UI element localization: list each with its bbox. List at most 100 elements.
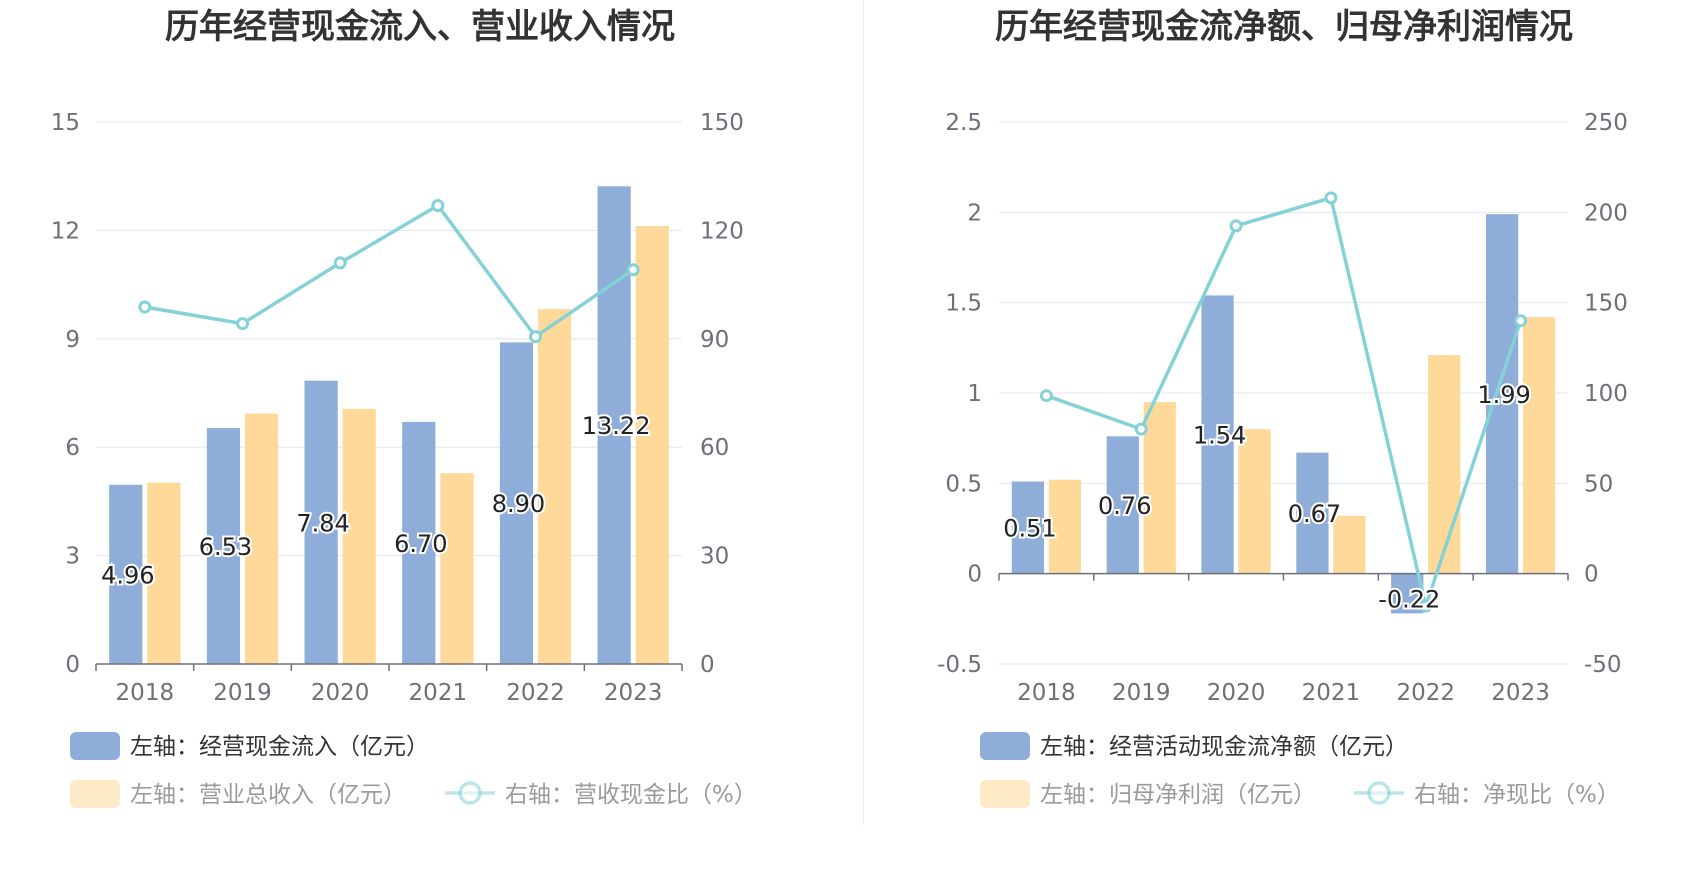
data-label: 6.70 [394, 530, 447, 558]
y-right-tick-label: 0 [700, 652, 715, 678]
data-label: 13.22 [582, 412, 651, 440]
x-tick-label: 2020 [311, 680, 370, 706]
y-right-tick-label: 0 [1584, 562, 1599, 588]
line-point [1419, 599, 1433, 613]
legend-swatch[interactable] [980, 732, 1030, 760]
bar-secondary [1238, 429, 1271, 574]
y-right-tick-label: 50 [1584, 471, 1613, 497]
line-series [1045, 195, 1523, 613]
y-right-tick-label: 90 [700, 327, 729, 353]
bar-secondary [1143, 402, 1176, 574]
bar-secondary [342, 408, 376, 664]
y-right-tick-label: 100 [1584, 381, 1628, 407]
bar-primary [402, 421, 436, 664]
data-label: 7.84 [296, 509, 349, 537]
chart-title: 历年经营现金流净额、归母净利润情况 [995, 7, 1573, 47]
x-tick-label: 2023 [604, 680, 663, 706]
bar-secondary [1048, 479, 1082, 574]
x-tick-label: 2020 [1207, 680, 1266, 706]
chart-right: 历年经营现金流净额、归母净利润情况-0.500.511.522.5-500501… [937, 7, 1628, 808]
bar-primary [597, 186, 631, 665]
legend-swatch[interactable] [70, 780, 120, 808]
y-left-tick-label: 2.5 [945, 110, 982, 136]
y-right-tick-label: 250 [1584, 110, 1628, 136]
bar-secondary [1522, 317, 1556, 574]
y-left-tick-label: 3 [65, 544, 80, 570]
chart-left: 历年经营现金流入、营业收入情况0369121503060901201502018… [51, 7, 757, 808]
bar-primary [1106, 436, 1139, 574]
bar-primary [304, 380, 338, 664]
y-right-tick-label: -50 [1584, 652, 1622, 678]
line-point [1324, 191, 1338, 205]
x-tick-label: 2023 [1491, 680, 1550, 706]
legend-item-label: 左轴：营业总收入（亿元） [130, 782, 406, 808]
line-point [138, 300, 152, 314]
data-label: 0.76 [1098, 492, 1151, 520]
y-left-tick-label: 0.5 [945, 471, 982, 497]
data-label: 4.96 [101, 561, 154, 589]
bar-secondary [635, 226, 669, 664]
bar-secondary [147, 482, 181, 664]
chart-title: 历年经营现金流入、营业收入情况 [165, 7, 675, 47]
line-point [626, 263, 640, 277]
data-label: 8.90 [492, 490, 545, 518]
y-left-tick-label: 2 [967, 200, 982, 226]
y-left-tick-label: 6 [65, 435, 80, 461]
bar-primary [206, 428, 241, 664]
line-point [529, 330, 542, 344]
data-label: 0.67 [1288, 500, 1341, 528]
bar-primary [1201, 295, 1234, 574]
bar-secondary [244, 413, 279, 664]
line-series [144, 203, 635, 340]
y-left-tick-label: 12 [51, 218, 80, 244]
x-tick-label: 2018 [116, 680, 175, 706]
bar-secondary [1428, 355, 1461, 574]
line-point [1039, 389, 1053, 403]
y-right-tick-label: 30 [700, 544, 729, 570]
legend-item-label: 右轴：净现比（%） [1414, 782, 1620, 808]
line-point [333, 256, 347, 270]
bar-primary [499, 342, 534, 664]
y-left-tick-label: -0.5 [937, 652, 982, 678]
y-left-tick-label: 9 [65, 327, 80, 353]
legend-item-label: 左轴：归母净利润（亿元） [1040, 782, 1316, 808]
legend-item-label: 左轴：经营活动现金流净额（亿元） [1040, 734, 1408, 760]
y-right-tick-label: 120 [700, 218, 744, 244]
data-label: 6.53 [199, 533, 252, 561]
y-right-tick-label: 60 [700, 435, 729, 461]
legend-swatch[interactable] [980, 780, 1030, 808]
data-label: -0.22 [1378, 585, 1440, 613]
y-right-tick-label: 150 [1584, 291, 1628, 317]
legend-item-label: 右轴：营收现金比（%） [505, 782, 757, 808]
y-left-tick-label: 0 [967, 562, 982, 588]
y-left-tick-label: 0 [65, 652, 80, 678]
data-label: 0.51 [1003, 515, 1056, 543]
legend-swatch-marker[interactable] [458, 781, 482, 805]
x-tick-label: 2021 [1302, 680, 1361, 706]
bar-secondary [440, 473, 474, 664]
legend-swatch-marker[interactable] [1367, 781, 1391, 805]
y-right-tick-label: 150 [700, 110, 744, 136]
line-point [1134, 422, 1148, 436]
data-label: 1.99 [1477, 381, 1530, 409]
x-tick-label: 2019 [213, 680, 272, 706]
y-left-tick-label: 1 [967, 381, 982, 407]
bar-primary [1485, 214, 1519, 574]
line-point [1514, 314, 1528, 328]
y-right-tick-label: 200 [1584, 200, 1628, 226]
bar-secondary [537, 309, 572, 664]
legend-item-label: 左轴：经营现金流入（亿元） [130, 734, 429, 760]
line-point [1229, 219, 1243, 233]
data-label: 1.54 [1193, 422, 1246, 450]
line-point [236, 317, 249, 331]
bar-secondary [1333, 515, 1366, 574]
y-left-tick-label: 1.5 [945, 291, 982, 317]
legend-swatch[interactable] [70, 732, 120, 760]
x-tick-label: 2021 [409, 680, 468, 706]
x-tick-label: 2022 [506, 680, 565, 706]
line-point [431, 198, 445, 212]
y-left-tick-label: 15 [51, 110, 80, 136]
x-tick-label: 2018 [1017, 680, 1076, 706]
x-tick-label: 2019 [1112, 680, 1171, 706]
